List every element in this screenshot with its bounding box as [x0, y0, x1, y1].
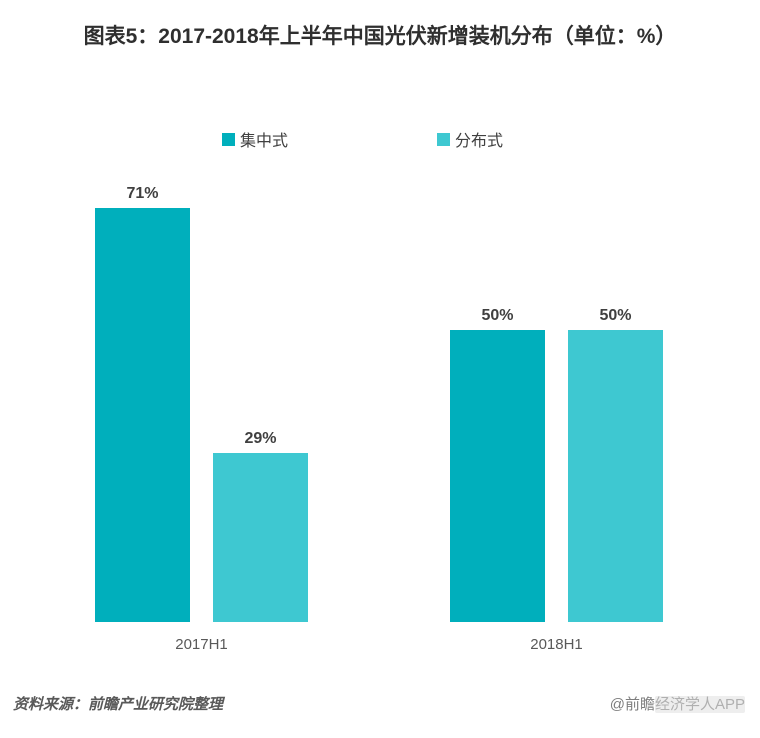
footer: 资料来源：前瞻产业研究院整理 @前瞻经济学人APP: [0, 693, 760, 714]
axis-label-2017H1: 2017H1: [175, 636, 228, 653]
bar-value-distributed-2017H1: 29%: [244, 430, 277, 447]
legend-swatch-centralized: [222, 132, 235, 146]
axis-label-2018H1: 2018H1: [530, 636, 583, 653]
legend-label-centralized: 集中式: [240, 133, 289, 150]
bar-value-distributed-2018H1: 50%: [599, 307, 632, 324]
legend-item-distributed: 分布式: [437, 127, 503, 151]
watermark-suffix: 经济学人APP: [654, 696, 745, 713]
watermark: @前瞻经济学人APP: [610, 693, 745, 714]
plot-area: 71% 29% 2017H1 50% 50% 2018H1: [0, 142, 760, 653]
legend-item-centralized: 集中式: [222, 127, 288, 151]
bar-centralized-2018H1: [450, 330, 545, 622]
legend-swatch-distributed: [437, 132, 450, 146]
watermark-prefix: @前瞻: [609, 696, 655, 713]
source-note: 资料来源：前瞻产业研究院整理: [13, 696, 224, 713]
bar-distributed-2017H1: [213, 453, 308, 622]
bar-value-centralized-2018H1: 50%: [481, 307, 514, 324]
bar-distributed-2018H1: [568, 330, 663, 622]
legend-label-distributed: 分布式: [455, 133, 504, 150]
bar-value-centralized-2017H1: 71%: [126, 185, 159, 202]
bar-centralized-2017H1: [95, 208, 190, 622]
legend: 集中式 分布式: [0, 127, 760, 151]
chart-title: 图表5：2017-2018年上半年中国光伏新增装机分布（单位：%）: [83, 25, 677, 48]
